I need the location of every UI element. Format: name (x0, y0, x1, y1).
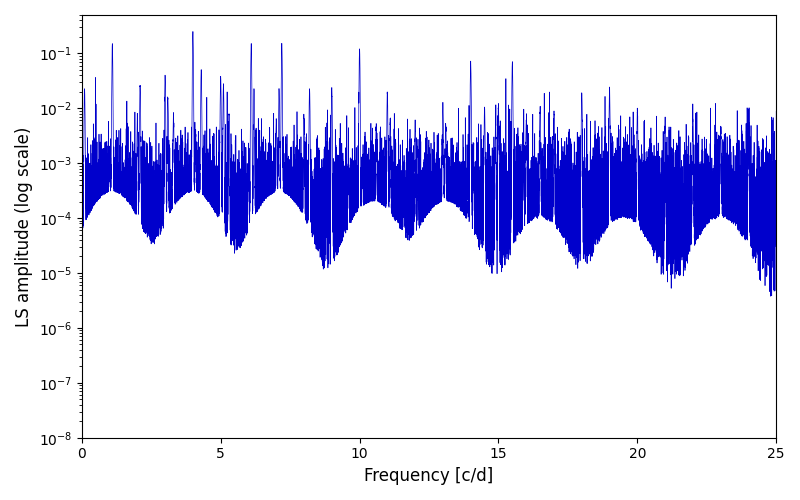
X-axis label: Frequency [c/d]: Frequency [c/d] (364, 467, 494, 485)
Y-axis label: LS amplitude (log scale): LS amplitude (log scale) (15, 126, 33, 326)
